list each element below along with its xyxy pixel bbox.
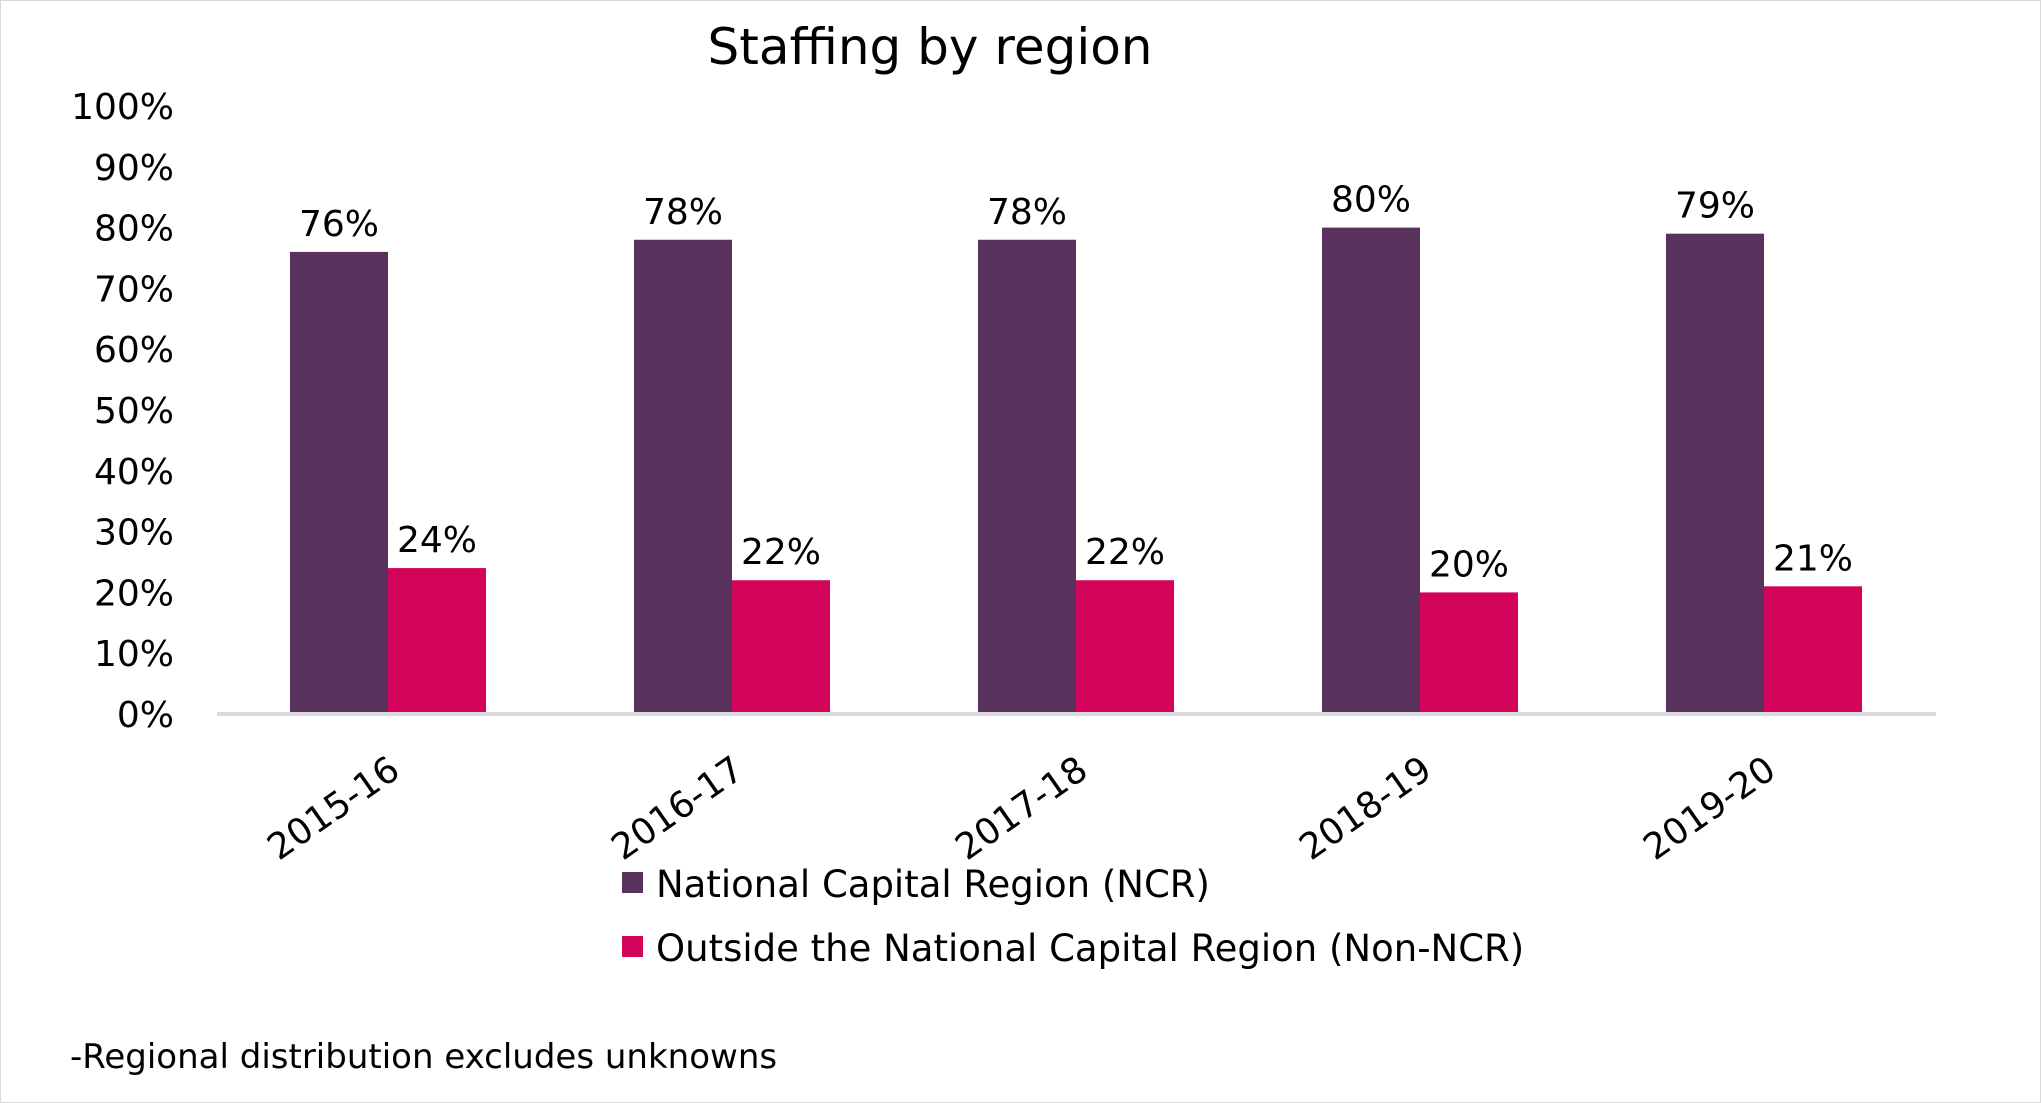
x-tick-label: 2017-18 xyxy=(948,749,1095,869)
bar-non-ncr xyxy=(388,568,486,712)
data-labels: 76% 24% 78% 22% 78% 22% 80% 20% 79% 21% xyxy=(299,180,1853,586)
y-tick-label: 40% xyxy=(94,452,174,493)
bars xyxy=(290,227,1862,713)
legend-swatch-non-ncr xyxy=(622,936,643,957)
data-label: 80% xyxy=(1331,180,1411,221)
legend-label-non-ncr: Outside the National Capital Region (Non… xyxy=(656,927,1524,970)
x-tick-label: 2019-20 xyxy=(1636,749,1783,869)
y-tick-label: 70% xyxy=(94,269,174,310)
y-tick-label: 90% xyxy=(94,148,174,189)
data-label: 24% xyxy=(397,520,477,561)
chart-title: Staffing by region xyxy=(708,18,1153,76)
data-label: 21% xyxy=(1773,538,1853,579)
y-tick-label: 60% xyxy=(94,330,174,371)
legend-swatch-ncr xyxy=(622,872,643,893)
data-label: 22% xyxy=(741,532,821,573)
bar-ncr xyxy=(290,251,388,713)
legend-label-ncr: National Capital Region (NCR) xyxy=(656,863,1210,906)
bar-ncr xyxy=(978,239,1076,712)
bar-ncr xyxy=(1666,233,1764,712)
y-tick-label: 100% xyxy=(71,87,174,128)
data-label: 78% xyxy=(987,192,1067,233)
y-tick-label: 20% xyxy=(94,573,174,614)
bar-ncr xyxy=(1322,227,1420,712)
y-tick-label: 10% xyxy=(94,634,174,675)
x-axis-category-labels: 2015-16 2016-17 2017-18 2018-19 2019-20 xyxy=(260,749,1783,869)
bar-non-ncr xyxy=(1076,580,1174,712)
data-label: 76% xyxy=(299,204,379,245)
footnote: -Regional distribution excludes unknowns xyxy=(70,1037,777,1077)
y-tick-label: 0% xyxy=(117,695,174,736)
y-axis-tick-labels: 0% 10% 20% 30% 40% 50% 60% 70% 80% 90% 100% xyxy=(71,87,174,736)
data-label: 78% xyxy=(643,192,723,233)
data-label: 22% xyxy=(1085,532,1165,573)
data-label: 79% xyxy=(1675,186,1755,227)
data-label: 20% xyxy=(1429,544,1509,585)
bar-non-ncr xyxy=(1764,586,1862,712)
y-tick-label: 80% xyxy=(94,209,174,250)
legend: National Capital Region (NCR) Outside the… xyxy=(622,863,1524,970)
x-tick-label: 2018-19 xyxy=(1292,749,1439,869)
bar-non-ncr xyxy=(732,580,830,712)
y-tick-label: 50% xyxy=(94,391,174,432)
y-tick-label: 30% xyxy=(94,513,174,554)
x-tick-label: 2016-17 xyxy=(604,749,751,869)
bar-ncr xyxy=(634,239,732,712)
x-tick-label: 2015-16 xyxy=(260,749,407,869)
bar-non-ncr xyxy=(1420,592,1518,712)
